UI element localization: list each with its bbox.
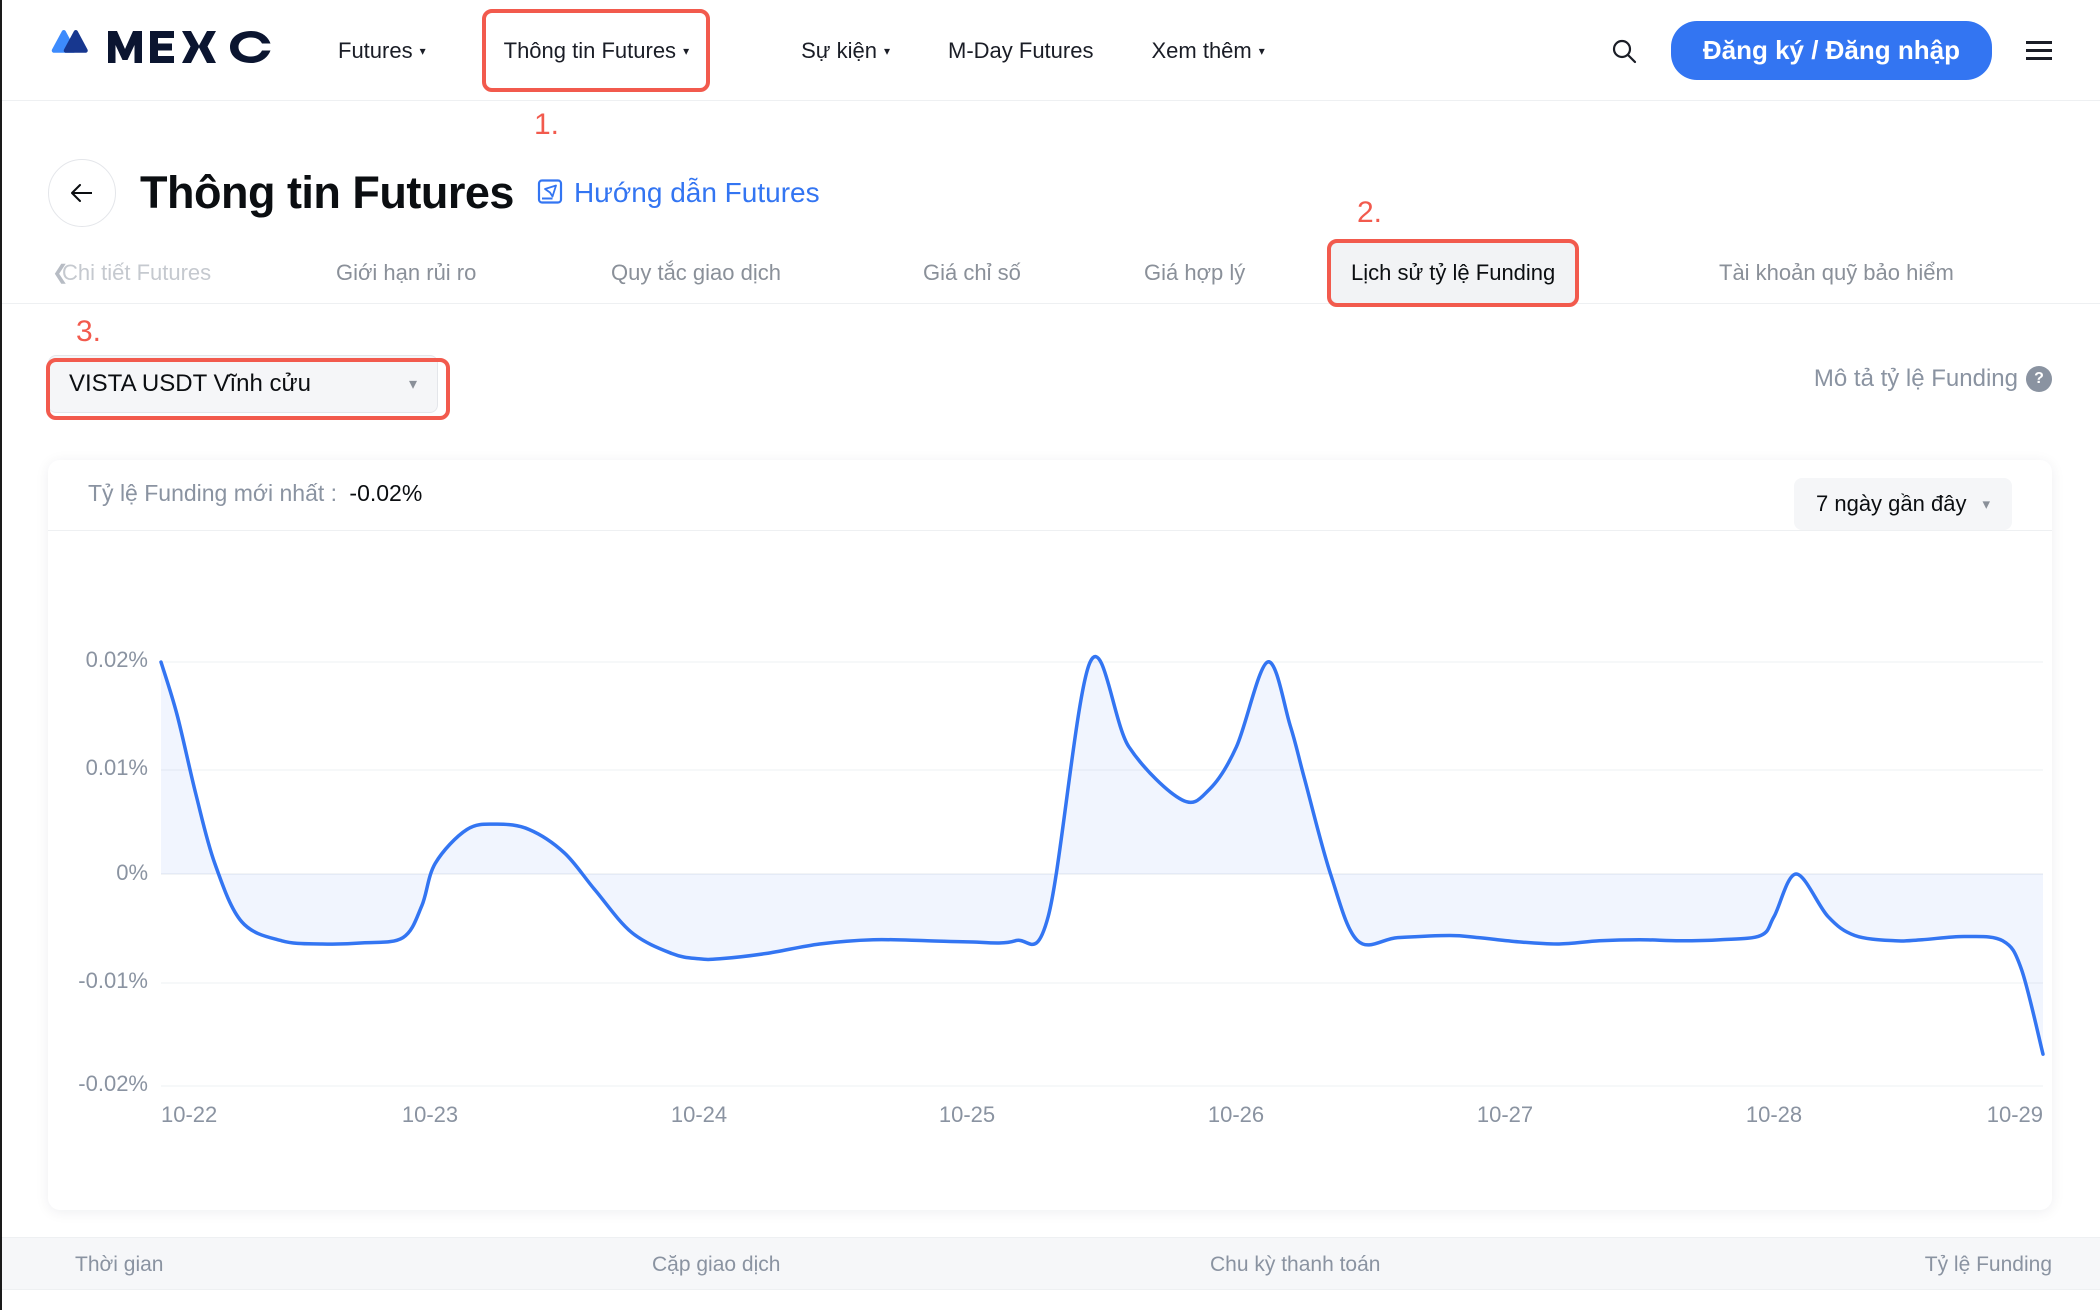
svg-text:10-22: 10-22 bbox=[161, 1102, 217, 1127]
svg-text:10-24: 10-24 bbox=[671, 1102, 727, 1127]
svg-text:10-26: 10-26 bbox=[1208, 1102, 1264, 1127]
svg-text:10-28: 10-28 bbox=[1746, 1102, 1802, 1127]
svg-text:0.01%: 0.01% bbox=[86, 755, 148, 780]
svg-text:0%: 0% bbox=[116, 860, 148, 885]
svg-text:-0.01%: -0.01% bbox=[78, 968, 148, 993]
svg-text:-0.02%: -0.02% bbox=[78, 1071, 148, 1096]
svg-text:10-27: 10-27 bbox=[1477, 1102, 1533, 1127]
svg-text:10-25: 10-25 bbox=[939, 1102, 995, 1127]
svg-text:0.02%: 0.02% bbox=[86, 647, 148, 672]
svg-text:10-23: 10-23 bbox=[402, 1102, 458, 1127]
svg-text:10-29: 10-29 bbox=[1987, 1102, 2043, 1127]
